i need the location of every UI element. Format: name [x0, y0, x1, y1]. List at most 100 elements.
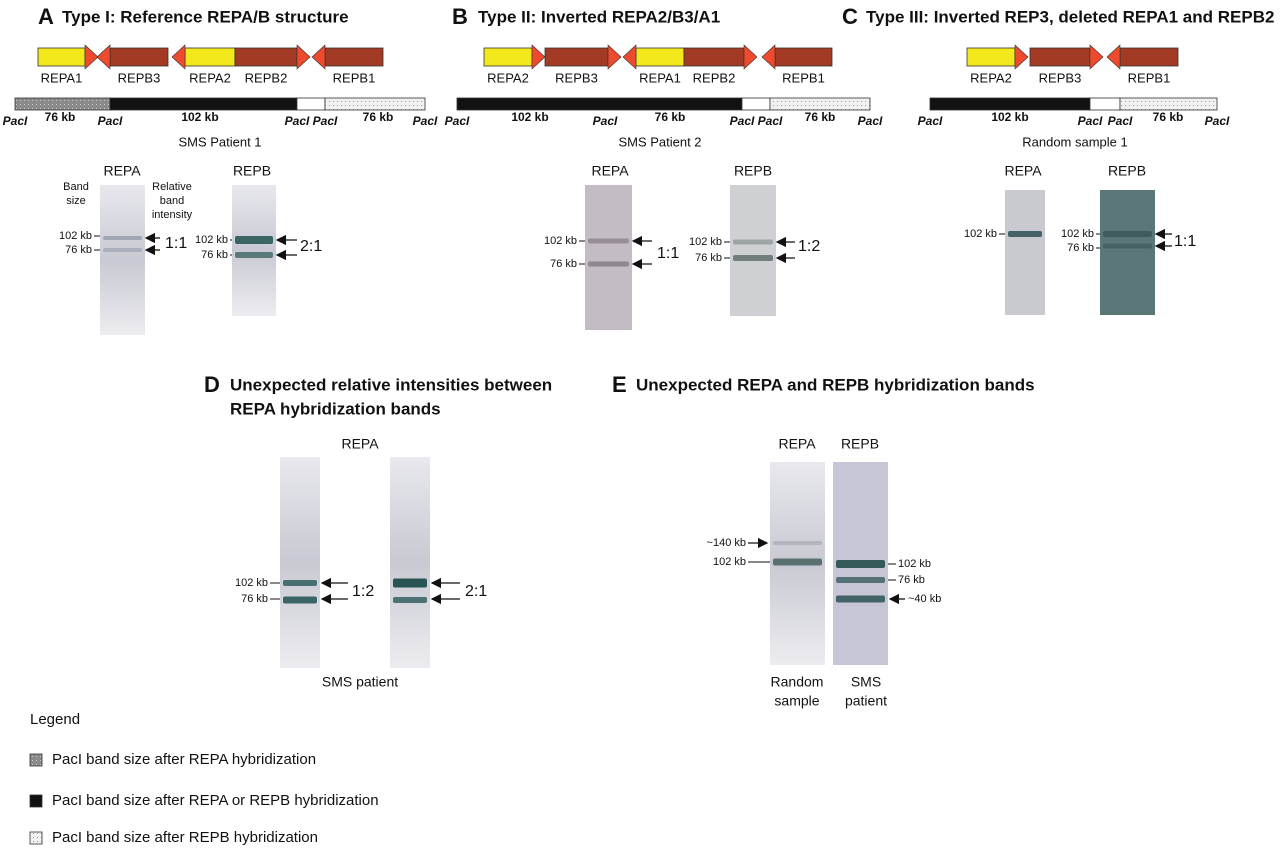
column-header: Relative	[152, 181, 192, 193]
band-size-label: 102 kb	[898, 558, 931, 570]
legend-item: PacI band size after REPA or REPB hybrid…	[52, 792, 379, 809]
sample-label: Random	[771, 674, 824, 690]
legend-swatch	[29, 753, 43, 767]
column-header: intensity	[152, 209, 193, 221]
intensity-ratio: 2:1	[300, 238, 322, 255]
band-size-label: 102 kb	[689, 236, 722, 248]
gel-lane	[232, 185, 276, 316]
probe-label: REPA	[341, 436, 379, 452]
gene-arrowhead	[171, 44, 186, 70]
gel-lane	[390, 457, 430, 668]
gene-body	[234, 47, 298, 67]
gene-label: REPB2	[693, 70, 736, 85]
band-size-label: 102 kb	[59, 230, 92, 242]
probe-label: REPB	[1108, 163, 1146, 179]
sample-label: Random sample 1	[1022, 134, 1128, 149]
gel-band	[836, 560, 885, 568]
band-size-label: 76 kb	[201, 249, 228, 261]
gene-label: REPB1	[333, 70, 376, 85]
gene-body	[1029, 47, 1091, 67]
probe-label: REPA	[778, 436, 816, 452]
sample-label: sample	[774, 693, 819, 709]
fragment-bar	[109, 97, 298, 111]
gene-body	[1119, 47, 1179, 67]
gene-label: REPB1	[782, 70, 825, 85]
fragment-bar	[296, 97, 326, 111]
gel-lane	[585, 185, 632, 330]
gene-body	[774, 47, 833, 67]
gene-label: REPB3	[1039, 70, 1082, 85]
probe-label: REPA	[1004, 163, 1042, 179]
fragment-label: 76 kb	[45, 110, 76, 124]
band-size-label: 102 kb	[235, 577, 268, 589]
gel-band	[283, 596, 317, 604]
gel-band	[773, 541, 822, 545]
panel-title: Unexpected relative intensities between	[230, 375, 552, 394]
site-label: PacI	[445, 114, 470, 128]
fragment-bar	[456, 97, 743, 111]
panel-letter: C	[842, 4, 858, 29]
gene-arrowhead	[311, 44, 326, 70]
band-size-label: 102 kb	[195, 234, 228, 246]
band-size-label: ~40 kb	[908, 593, 941, 605]
band-size-label: 76 kb	[898, 574, 925, 586]
probe-label: REPB	[233, 163, 271, 179]
panel-title: Type III: Inverted REP3, deleted REPA1 a…	[866, 7, 1274, 26]
site-label: PacI	[1108, 114, 1133, 128]
probe-label: REPB	[841, 436, 879, 452]
gel-band	[588, 261, 629, 267]
gel-band	[103, 236, 142, 240]
legend-title: Legend	[30, 711, 80, 728]
fragment-label: 102 kb	[181, 110, 218, 124]
gene-arrowhead	[743, 44, 758, 70]
gene-label: REPB3	[118, 70, 161, 85]
panel-letter: E	[612, 372, 627, 397]
band-size-label: 102 kb	[544, 235, 577, 247]
sample-label: patient	[845, 693, 887, 709]
gene-arrowhead	[607, 44, 622, 70]
panel-letter: A	[38, 4, 54, 29]
band-size-label: 76 kb	[241, 593, 268, 605]
fragment-bar	[324, 97, 426, 111]
probe-label: REPB	[734, 163, 772, 179]
gel-lane	[100, 185, 145, 335]
fragment-label: 76 kb	[363, 110, 394, 124]
band-size-label: 76 kb	[550, 258, 577, 270]
fragment-bar	[14, 97, 111, 111]
gene-arrowhead	[84, 44, 99, 70]
gel-band	[103, 248, 142, 252]
gene-arrowhead	[296, 44, 311, 70]
site-label: PacI	[593, 114, 618, 128]
fragment-label: 76 kb	[805, 110, 836, 124]
column-header: Band	[63, 181, 89, 193]
gel-band	[773, 558, 822, 566]
band-size-label: 76 kb	[1067, 242, 1094, 254]
intensity-ratio: 1:2	[352, 583, 374, 600]
gel-band	[235, 252, 273, 258]
panel-letter: B	[452, 4, 468, 29]
gel-band	[393, 578, 427, 588]
sample-label: SMS Patient 2	[618, 134, 701, 149]
sample-label: SMS Patient 1	[178, 134, 261, 149]
site-label: PacI	[285, 114, 310, 128]
gene-arrowhead	[96, 44, 111, 70]
legend-item: PacI band size after REPB hybridization	[52, 829, 318, 846]
band-size-label: 76 kb	[65, 244, 92, 256]
intensity-ratio: 2:1	[465, 583, 487, 600]
fragment-bar	[929, 97, 1091, 111]
site-label: PacI	[313, 114, 338, 128]
gene-label: REPA1	[41, 70, 83, 85]
site-label: PacI	[918, 114, 943, 128]
gene-label: REPA2	[970, 70, 1012, 85]
fragment-label: 102 kb	[511, 110, 548, 124]
gene-body	[324, 47, 384, 67]
gene-label: REPB2	[245, 70, 288, 85]
gene-arrowhead	[1089, 44, 1104, 70]
intensity-ratio: 1:1	[165, 235, 187, 252]
fragment-label: 76 kb	[1153, 110, 1184, 124]
gel-lane	[280, 457, 320, 668]
gel-band	[1103, 243, 1152, 249]
site-label: PacI	[1205, 114, 1230, 128]
fragment-bar	[769, 97, 871, 111]
panel-title: Type II: Inverted REPA2/B3/A1	[478, 7, 720, 26]
